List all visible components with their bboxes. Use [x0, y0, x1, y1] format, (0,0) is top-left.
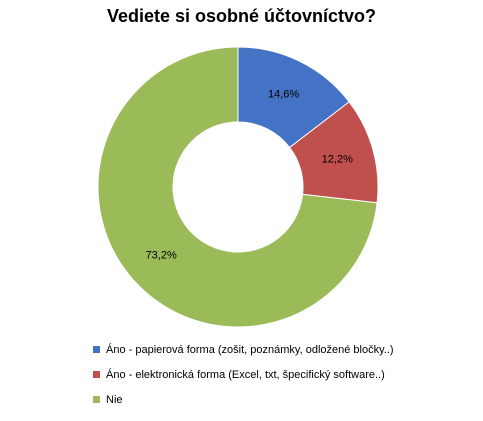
legend: Áno - papierová forma (zošit, poznámky, … [93, 337, 394, 412]
legend-item-electronic: Áno - elektronická forma (Excel, txt, šp… [93, 362, 394, 387]
donut-slice-paper [237, 46, 350, 149]
donut-slice-no [97, 46, 378, 328]
legend-item-no: Nie [93, 387, 394, 412]
legend-swatch-paper [93, 346, 100, 353]
donut-chart: 14,6% 12,2% 73,2% [97, 46, 379, 328]
data-label-no: 73,2% [146, 250, 177, 262]
legend-label-electronic: Áno - elektronická forma (Excel, txt, šp… [106, 368, 385, 381]
legend-item-paper: Áno - papierová forma (zošit, poznámky, … [93, 337, 394, 362]
legend-label-no: Nie [106, 393, 123, 406]
chart-title: Vediete si osobné účtovníctvo? [106, 6, 377, 26]
data-label-paper: 14,6% [268, 89, 299, 101]
legend-label-paper: Áno - papierová forma (zošit, poznámky, … [106, 343, 394, 356]
legend-swatch-no [93, 396, 100, 403]
data-label-electronic: 12,2% [322, 153, 353, 165]
legend-swatch-electronic [93, 371, 100, 378]
